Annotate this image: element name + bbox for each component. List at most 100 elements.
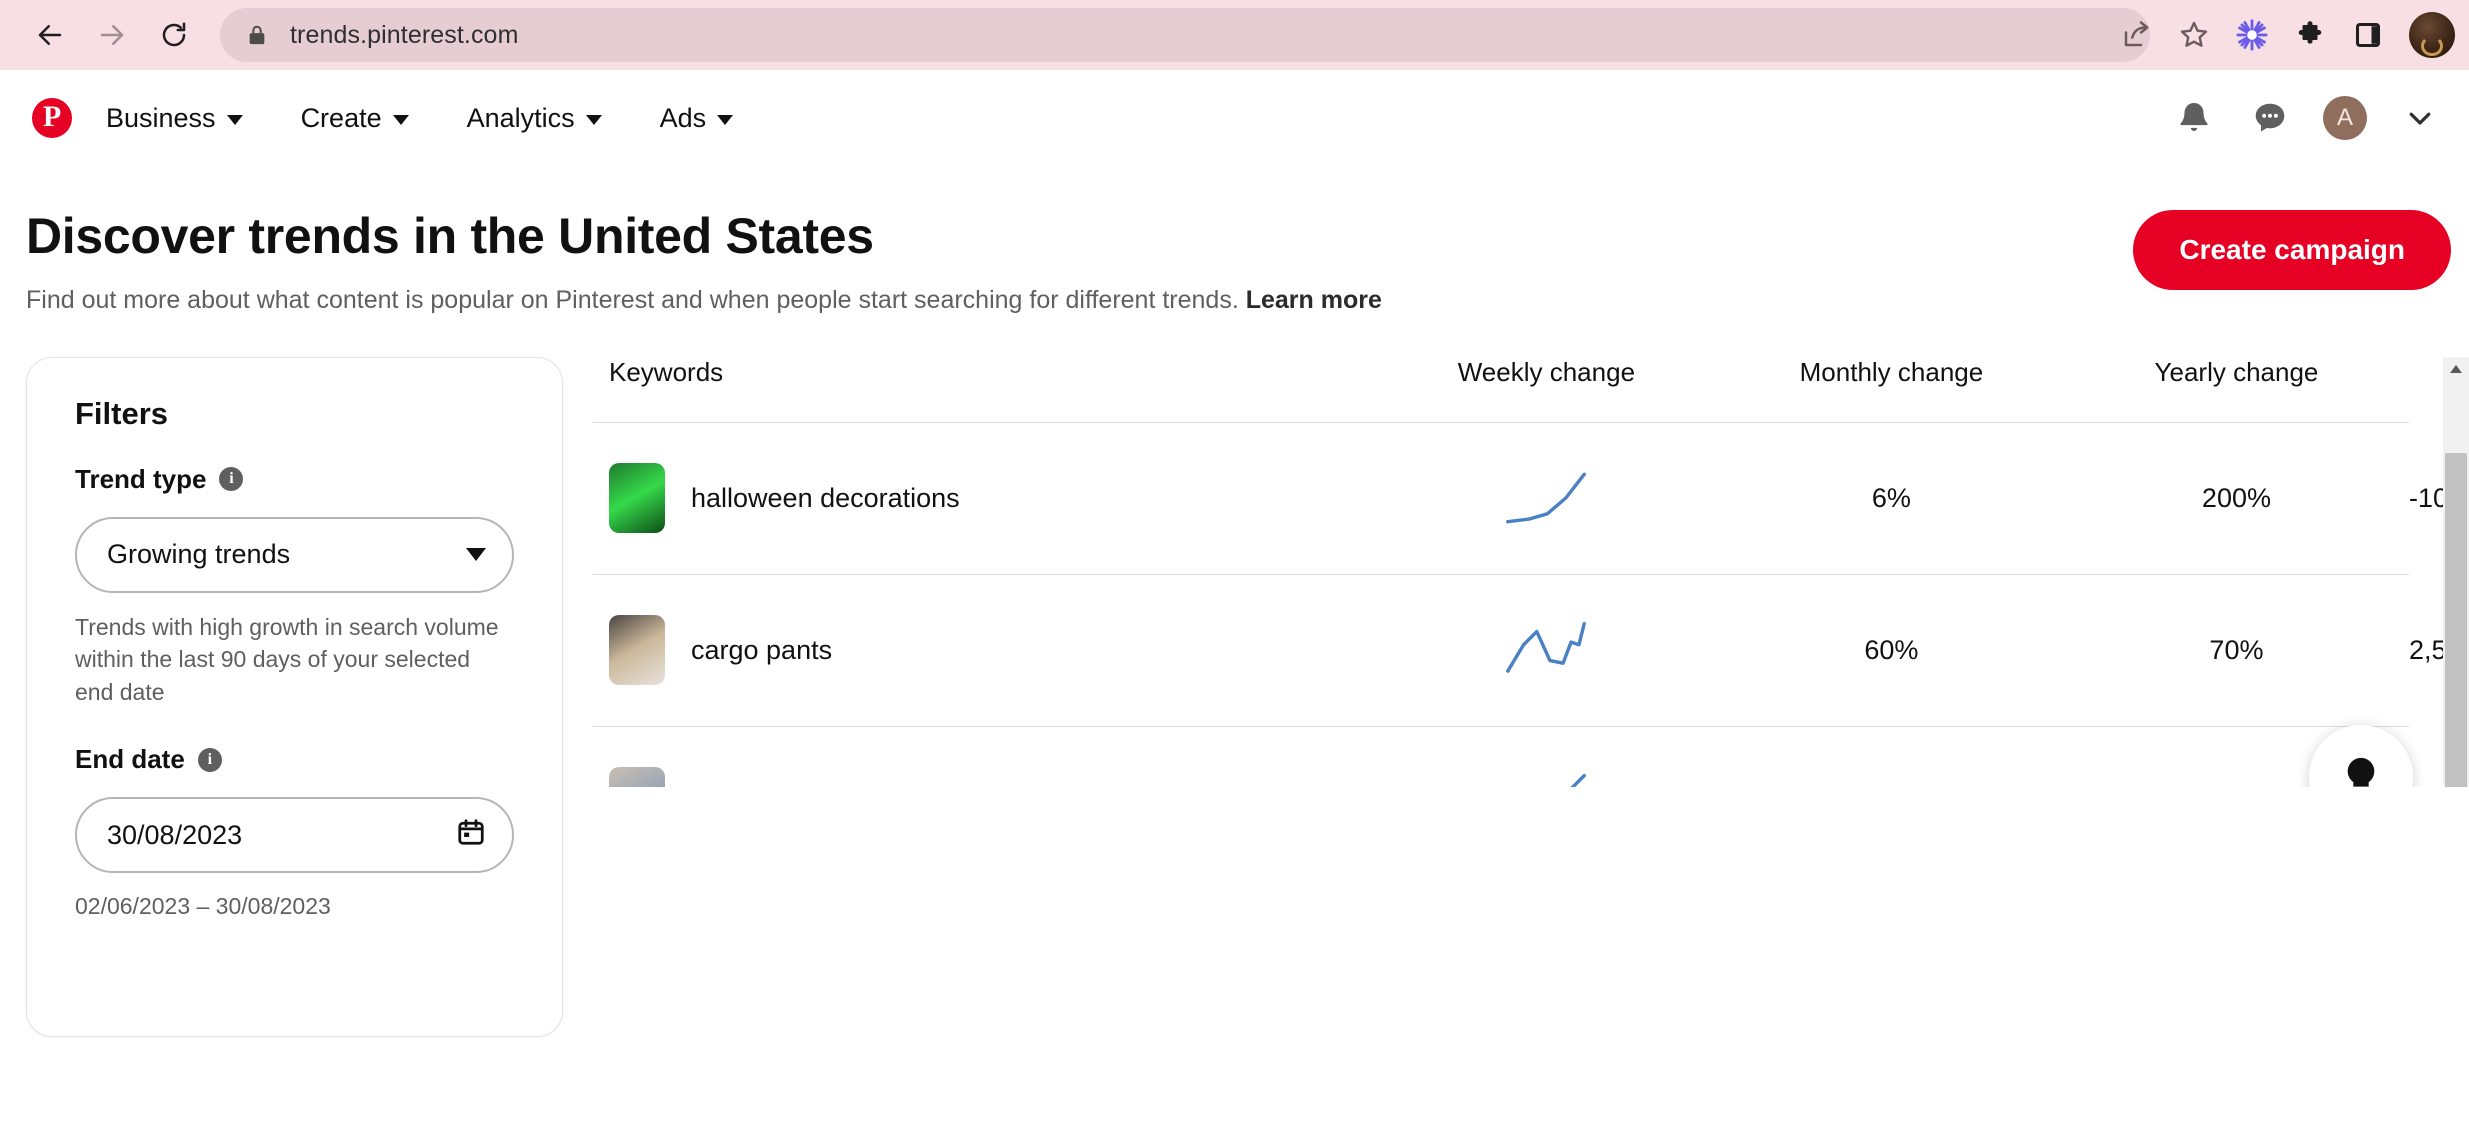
cell-sparkline: [1373, 573, 1719, 726]
forward-button[interactable]: [84, 7, 140, 63]
chevron-down-icon: [2409, 112, 2431, 125]
chevron-down-icon: [392, 114, 409, 125]
cell-keyword: halloween decorations: [593, 421, 1374, 574]
nav-item-business-label: Business: [106, 102, 216, 133]
end-date-label-row: End date i: [75, 744, 514, 775]
account-avatar[interactable]: A: [2323, 96, 2367, 140]
table-header-row: Keywords Weekly change Monthly change Ye…: [593, 357, 2409, 423]
column-header-keywords[interactable]: Keywords: [609, 356, 724, 387]
cell-weekly-change: 6%: [1718, 421, 2064, 574]
trend-type-label-row: Trend type i: [75, 464, 514, 495]
table-row[interactable]: fall aesthetic20%80%20%: [593, 725, 2409, 787]
keyword-label[interactable]: halloween decorations: [691, 482, 960, 513]
page-header: Discover trends in the United States Fin…: [0, 166, 2469, 317]
info-icon[interactable]: i: [219, 467, 244, 491]
calendar-icon[interactable]: [456, 817, 486, 854]
lock-icon: [246, 23, 268, 47]
cell-weekly-change: 20%: [1718, 725, 2064, 787]
filters-panel: Filters Trend type i Growing trends Tren…: [26, 356, 563, 1037]
end-date-range-note: 02/06/2023 – 30/08/2023: [75, 893, 331, 920]
browser-nav-buttons: [22, 7, 202, 63]
chevron-down-icon: [585, 114, 602, 125]
address-bar-url: trends.pinterest.com: [290, 20, 519, 49]
filters-spacer: [75, 708, 514, 744]
trend-type-select[interactable]: Growing trends: [75, 516, 514, 593]
create-campaign-button[interactable]: Create campaign: [2133, 210, 2451, 290]
back-button[interactable]: [22, 7, 78, 63]
reload-button[interactable]: [146, 7, 202, 63]
nav-item-ads-label: Ads: [659, 102, 707, 133]
scroll-thumb[interactable]: [2445, 452, 2467, 787]
filters-title: Filters: [75, 395, 169, 431]
sparkline-chart: [1374, 469, 1719, 527]
keyword-thumbnail[interactable]: [609, 767, 665, 787]
trends-table-head: Keywords Weekly change Monthly change Ye…: [593, 357, 2409, 423]
cell-keyword: cargo pants: [593, 573, 1374, 726]
page-subtitle-text: Find out more about what content is popu…: [26, 286, 1246, 314]
notifications-bell-icon: [2180, 102, 2208, 131]
cell-keyword: fall aesthetic: [593, 725, 1374, 787]
pinterest-top-nav: P Business Create Analytics Ads A: [0, 70, 2469, 166]
cell-sparkline: [1373, 725, 1719, 787]
main-content: Filters Trend type i Growing trends Tren…: [0, 317, 2469, 1037]
asterisk-extension-button[interactable]: [2225, 8, 2279, 62]
nav-item-business[interactable]: Business: [88, 93, 261, 144]
pinterest-nav-actions: A: [2171, 70, 2443, 166]
share-button[interactable]: [2109, 8, 2163, 62]
nav-item-analytics-label: Analytics: [466, 102, 575, 133]
keyword-thumbnail[interactable]: [609, 463, 665, 533]
cell-monthly-change: 200%: [2063, 421, 2409, 574]
keyword-thumbnail[interactable]: [609, 615, 665, 685]
trend-type-selected-value: Growing trends: [107, 539, 291, 569]
share-icon: [2124, 21, 2149, 47]
cell-weekly-change: 60%: [1718, 573, 2064, 726]
end-date-label: End date: [75, 744, 185, 775]
chevron-down-icon: [717, 114, 734, 125]
browser-profile-avatar[interactable]: [2409, 12, 2455, 58]
pinterest-logo[interactable]: P: [32, 98, 72, 138]
sparkline-chart: [1374, 621, 1719, 679]
notifications-button[interactable]: [2171, 95, 2217, 141]
lightbulb-idea-icon: [2347, 757, 2375, 787]
asterisk-extension-icon: [2236, 19, 2268, 51]
puzzle-extensions-icon: [2298, 21, 2322, 44]
column-header-yearly-change[interactable]: Yearly change: [2154, 356, 2319, 387]
learn-more-link[interactable]: Learn more: [1245, 286, 1382, 314]
page-title: Discover trends in the United States: [26, 208, 874, 264]
browser-toolbar: trends.pinterest.com: [0, 0, 2469, 70]
trends-table: Keywords Weekly change Monthly change Ye…: [593, 357, 2469, 787]
back-arrow-icon: [38, 25, 62, 45]
scroll-up-arrow-icon[interactable]: [2443, 357, 2469, 383]
messages-button[interactable]: [2247, 95, 2293, 141]
page-subtitle: Find out more about what content is popu…: [26, 284, 2443, 317]
side-panel-icon: [2355, 22, 2381, 48]
messages-bubble-icon: [2255, 103, 2285, 132]
extensions-button[interactable]: [2283, 8, 2337, 62]
bookmark-button[interactable]: [2167, 8, 2221, 62]
nav-item-analytics[interactable]: Analytics: [449, 93, 620, 144]
browser-toolbar-actions: [2109, 0, 2455, 70]
cell-sparkline: [1373, 421, 1719, 574]
keyword-label[interactable]: cargo pants: [691, 634, 833, 665]
address-bar[interactable]: trends.pinterest.com: [220, 8, 2150, 62]
chevron-down-icon: [466, 548, 486, 561]
star-icon: [2180, 21, 2208, 47]
info-icon[interactable]: i: [197, 747, 222, 772]
table-row[interactable]: halloween decorations 6% 200% -10%: [593, 421, 2469, 574]
nav-item-ads[interactable]: Ads: [642, 93, 752, 144]
cell-monthly-change: 70%: [2063, 573, 2409, 726]
column-header-monthly-change[interactable]: Monthly change: [1799, 356, 1984, 387]
nav-item-create-label: Create: [300, 102, 382, 133]
table-scrollbar[interactable]: [2443, 356, 2469, 787]
trend-type-label: Trend type: [75, 463, 207, 494]
column-header-weekly-change[interactable]: Weekly change: [1457, 356, 1636, 387]
side-panel-button[interactable]: [2341, 8, 2395, 62]
end-date-value: 30/08/2023: [107, 819, 243, 850]
trends-table-container: Keywords Weekly change Monthly change Ye…: [593, 356, 2469, 787]
nav-item-create[interactable]: Create: [283, 93, 427, 144]
reload-icon: [162, 22, 186, 47]
end-date-input[interactable]: 30/08/2023: [75, 797, 514, 874]
trends-table-body: halloween decorations 6% 200% -10% cargo pan…: [593, 421, 2469, 787]
account-menu-button[interactable]: [2397, 95, 2443, 141]
